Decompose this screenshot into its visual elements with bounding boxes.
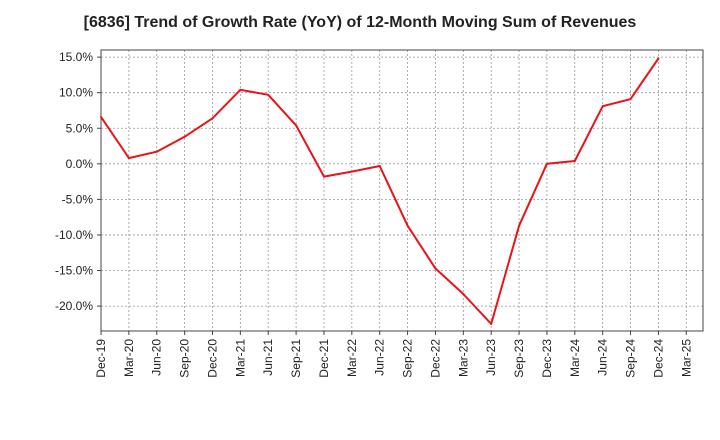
y-tick-label: -10.0%	[55, 228, 93, 242]
x-tick-label: Mar-20	[122, 339, 136, 377]
data-point	[322, 175, 325, 178]
x-tick-label: Dec-22	[428, 339, 442, 378]
y-tick-label: 0.0%	[66, 157, 94, 171]
x-tick-label: Jun-23	[484, 339, 498, 376]
chart-title: [6836] Trend of Growth Rate (YoY) of 12-…	[83, 14, 637, 31]
x-tick-label: Dec-23	[540, 339, 554, 378]
x-tick-label: Dec-20	[205, 339, 219, 378]
x-tick-label: Sep-21	[289, 339, 303, 378]
plot-frame	[100, 49, 704, 332]
y-tick-label: 15.0%	[59, 50, 93, 64]
y-tick-label: 10.0%	[59, 86, 93, 100]
x-tick-label: Jun-20	[150, 339, 164, 376]
y-tick-label: 5.0%	[66, 121, 94, 135]
x-tick-label: Jun-21	[261, 339, 275, 376]
x-tick-label: Dec-21	[317, 339, 331, 378]
data-point	[100, 115, 102, 118]
plot-area	[101, 50, 703, 331]
x-tick-label: Dec-24	[651, 339, 665, 378]
x-tick-label: Sep-20	[178, 339, 192, 378]
data-point	[629, 98, 632, 101]
data-point	[434, 267, 437, 270]
data-point	[295, 124, 298, 127]
x-tick-label: Jun-22	[373, 339, 387, 376]
x-tick-label: Mar-25	[679, 339, 693, 377]
x-tick-label: Jun-24	[596, 339, 610, 376]
x-tick-label: Mar-23	[456, 339, 470, 377]
y-tick-label: -5.0%	[62, 192, 94, 206]
data-point	[239, 88, 242, 91]
y-tick-label: -15.0%	[55, 264, 93, 278]
x-tick-label: Sep-24	[624, 339, 638, 378]
data-point	[350, 170, 353, 173]
x-tick-label: Dec-19	[94, 339, 108, 378]
x-tick-label: Mar-22	[345, 339, 359, 377]
data-point	[573, 159, 576, 162]
data-point	[183, 135, 186, 138]
data-point	[490, 322, 493, 325]
data-point	[518, 224, 521, 227]
data-point	[211, 117, 214, 120]
x-tick-label: Sep-22	[401, 339, 415, 378]
data-point	[378, 164, 381, 167]
x-tick-label: Mar-21	[233, 339, 247, 377]
y-tick-label: -20.0%	[55, 299, 93, 313]
x-tick-label: Mar-24	[568, 339, 582, 377]
data-point	[601, 105, 604, 108]
data-point	[462, 293, 465, 296]
data-point	[657, 57, 660, 60]
data-point	[267, 93, 270, 96]
x-tick-label: Sep-23	[512, 339, 526, 378]
data-point	[127, 157, 130, 160]
data-point	[155, 150, 158, 153]
data-point	[545, 162, 548, 165]
data-point	[406, 224, 409, 227]
